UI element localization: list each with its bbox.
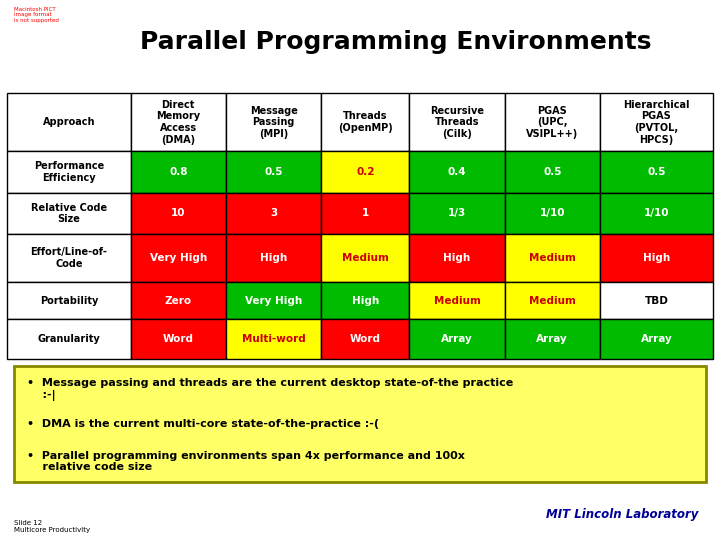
Text: 0.2: 0.2: [356, 167, 374, 177]
Bar: [130, 319, 226, 359]
Bar: [505, 193, 600, 234]
Bar: [7, 282, 130, 319]
Text: 1: 1: [361, 208, 369, 218]
Text: Direct
Memory
Access
(DMA): Direct Memory Access (DMA): [156, 100, 200, 145]
Text: Portability: Portability: [40, 295, 98, 306]
Bar: [7, 234, 130, 282]
Text: High: High: [260, 253, 287, 263]
Text: Threads
(OpenMP): Threads (OpenMP): [338, 111, 392, 133]
Bar: [600, 319, 713, 359]
Text: High: High: [351, 295, 379, 306]
Text: High: High: [643, 253, 670, 263]
Bar: [410, 193, 505, 234]
Text: Array: Array: [536, 334, 568, 344]
Text: 0.5: 0.5: [543, 167, 562, 177]
Bar: [7, 319, 130, 359]
Text: Recursive
Threads
(Cilk): Recursive Threads (Cilk): [430, 105, 484, 139]
Text: Multi-word: Multi-word: [242, 334, 305, 344]
Text: Message
Passing
(MPI): Message Passing (MPI): [250, 105, 297, 139]
Text: Array: Array: [641, 334, 672, 344]
Text: 0.8: 0.8: [169, 167, 187, 177]
Text: Zero: Zero: [165, 295, 192, 306]
Text: •  Message passing and threads are the current desktop state-of-the practice
   : • Message passing and threads are the cu…: [27, 378, 513, 401]
Bar: [226, 234, 321, 282]
Text: MIT Lincoln Laboratory: MIT Lincoln Laboratory: [546, 508, 698, 521]
Bar: [410, 151, 505, 193]
Bar: [130, 151, 226, 193]
Bar: [321, 282, 410, 319]
Text: Effort/Line-of-
Code: Effort/Line-of- Code: [30, 247, 107, 269]
Text: Medium: Medium: [528, 295, 576, 306]
Text: Medium: Medium: [342, 253, 389, 263]
Text: High: High: [444, 253, 471, 263]
Text: Macintosh PICT
image format
is not supported: Macintosh PICT image format is not suppo…: [14, 6, 59, 23]
Text: 1/10: 1/10: [644, 208, 669, 218]
Bar: [600, 193, 713, 234]
Text: •  Parallel programming environments span 4x performance and 100x
    relative c: • Parallel programming environments span…: [27, 450, 464, 472]
Text: 0.5: 0.5: [264, 167, 283, 177]
Bar: [600, 151, 713, 193]
Bar: [600, 234, 713, 282]
Text: Array: Array: [441, 334, 473, 344]
Text: Word: Word: [163, 334, 194, 344]
Bar: [130, 234, 226, 282]
Bar: [226, 193, 321, 234]
Bar: [410, 282, 505, 319]
Bar: [321, 193, 410, 234]
Bar: [226, 282, 321, 319]
Text: Performance
Efficiency: Performance Efficiency: [34, 161, 104, 183]
Bar: [505, 151, 600, 193]
Bar: [226, 319, 321, 359]
Bar: [505, 93, 600, 151]
Bar: [410, 234, 505, 282]
Bar: [321, 234, 410, 282]
Text: •  DMA is the current multi-core state-of-the-practice :-(: • DMA is the current multi-core state-of…: [27, 419, 379, 429]
Text: Medium: Medium: [528, 253, 576, 263]
Bar: [321, 151, 410, 193]
Text: Parallel Programming Environments: Parallel Programming Environments: [140, 30, 652, 54]
Text: Granularity: Granularity: [37, 334, 100, 344]
Text: 0.4: 0.4: [448, 167, 467, 177]
Text: Slide 12
Multicore Productivity: Slide 12 Multicore Productivity: [14, 520, 91, 533]
Text: 1/3: 1/3: [448, 208, 466, 218]
Text: TBD: TBD: [644, 295, 668, 306]
Bar: [600, 93, 713, 151]
Bar: [7, 193, 130, 234]
Text: PGAS
(UPC,
VSIPL++): PGAS (UPC, VSIPL++): [526, 105, 578, 139]
Bar: [130, 282, 226, 319]
Bar: [7, 93, 130, 151]
Bar: [226, 151, 321, 193]
Text: 3: 3: [270, 208, 277, 218]
Text: 0.5: 0.5: [647, 167, 665, 177]
Bar: [600, 282, 713, 319]
Text: 10: 10: [171, 208, 186, 218]
Bar: [505, 282, 600, 319]
Text: Very High: Very High: [245, 295, 302, 306]
Bar: [321, 319, 410, 359]
Bar: [505, 319, 600, 359]
Bar: [7, 151, 130, 193]
Text: Relative Code
Size: Relative Code Size: [31, 202, 107, 224]
Bar: [505, 234, 600, 282]
Bar: [410, 93, 505, 151]
Text: Word: Word: [350, 334, 381, 344]
Bar: [410, 319, 505, 359]
Text: Approach: Approach: [42, 117, 95, 127]
Text: Medium: Medium: [433, 295, 480, 306]
Bar: [130, 193, 226, 234]
Bar: [226, 93, 321, 151]
Bar: [130, 93, 226, 151]
Text: Very High: Very High: [150, 253, 207, 263]
Text: Hierarchical
PGAS
(PVTOL,
HPCS): Hierarchical PGAS (PVTOL, HPCS): [623, 100, 690, 145]
Bar: [321, 93, 410, 151]
Text: 1/10: 1/10: [539, 208, 565, 218]
